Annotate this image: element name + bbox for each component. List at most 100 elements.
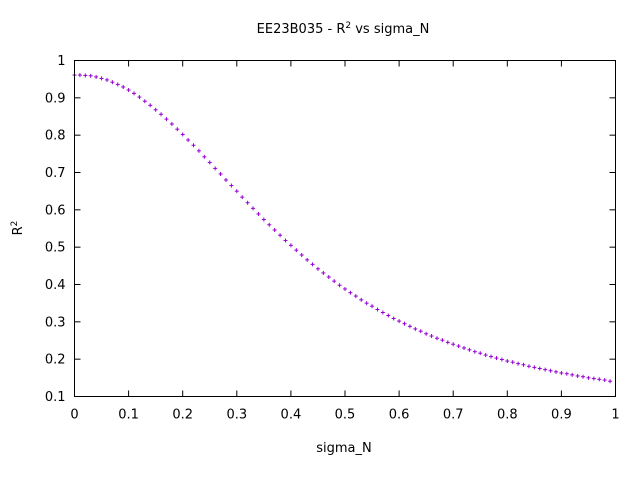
data-point [132,91,137,96]
data-point [88,73,93,78]
data-point [153,107,158,112]
data-point [321,270,326,275]
data-point [537,366,542,371]
data-point [245,200,250,205]
plot-frame [74,60,616,397]
x-tick-label: 0.4 [281,408,302,423]
data-point [104,77,109,82]
data-point [234,189,239,194]
data-point [343,286,347,291]
y-tick-label: 0.5 [45,241,66,256]
y-tick-label: 0.9 [45,91,66,106]
data-point [451,342,456,347]
data-point [521,362,526,367]
x-tick-label: 0.3 [226,408,247,423]
axis-ticks: 0 0.1 0.2 0.3 0.4 0.5 0.6 0.7 0.8 0.9 1 0.1 0.2 0.3 0.… [45,54,620,423]
data-point [229,183,234,188]
data-point [272,227,277,232]
x-tick-label: 0.9 [551,408,572,423]
data-point [175,127,180,132]
data-point [83,73,88,78]
data-point [424,331,429,336]
data-point [299,253,304,258]
data-point [472,349,477,354]
data-point [326,275,331,280]
data-point [510,360,515,365]
data-point [251,206,256,211]
data-point [375,307,380,312]
data-point [359,297,364,302]
data-point [126,87,131,92]
data-point [564,371,569,376]
data-point [288,243,293,248]
data-point [591,376,596,381]
data-point [505,359,510,364]
data-point [370,304,375,309]
data-point [164,117,169,122]
x-tick-label: 0.7 [443,408,464,423]
data-point [526,364,531,369]
data-point [202,154,207,159]
data-point [516,361,521,366]
data-point [213,166,218,171]
data-point [186,138,191,143]
data-point [315,266,320,271]
data-point [499,357,504,362]
data-point [278,233,283,238]
data-point [553,369,558,374]
data-point [294,248,299,253]
x-tick-label: 0.6 [389,408,410,423]
data-point [240,195,245,200]
data-point [434,336,439,341]
x-tick-label: 0.8 [497,408,518,423]
data-point [142,99,147,104]
data-point [456,344,461,349]
data-point [99,76,104,81]
data-point [570,372,575,377]
data-point [397,319,402,324]
data-point [386,313,391,318]
data-point [267,222,272,227]
data-point [391,316,396,321]
data-point [602,378,607,383]
data-point [332,279,337,284]
data-point [483,353,488,358]
data-point [559,370,564,375]
data-point [380,310,385,315]
y-tick-label: 0.1 [45,390,66,405]
data-point [191,143,196,148]
data-point [407,324,412,329]
data-point [532,365,537,370]
x-tick-label: 0.5 [335,408,356,423]
y-axis-label: R2 [10,221,26,236]
data-points [72,73,613,384]
data-point [575,373,580,378]
x-tick-label: 0 [70,408,78,423]
data-point [548,368,553,373]
x-tick-label: 1 [611,408,619,423]
data-point [489,354,494,359]
data-point [256,211,261,216]
chart-title: EE23B035 - R2 vs sigma_N [257,21,430,37]
data-point [337,283,342,288]
data-point [608,379,613,384]
y-tick-label: 0.3 [45,315,66,330]
data-point [348,290,353,295]
x-tick-label: 0.2 [172,408,193,423]
data-point [305,257,310,262]
data-point [115,82,120,87]
data-point [494,356,499,361]
data-point [137,95,142,100]
data-point [402,321,407,326]
data-point [283,238,288,243]
data-point [445,340,450,345]
data-point [429,334,434,339]
data-point [121,85,126,90]
data-point [94,74,99,79]
data-point [462,345,467,350]
data-point [110,80,115,85]
data-point [413,326,418,331]
y-tick-label: 1 [57,54,65,69]
